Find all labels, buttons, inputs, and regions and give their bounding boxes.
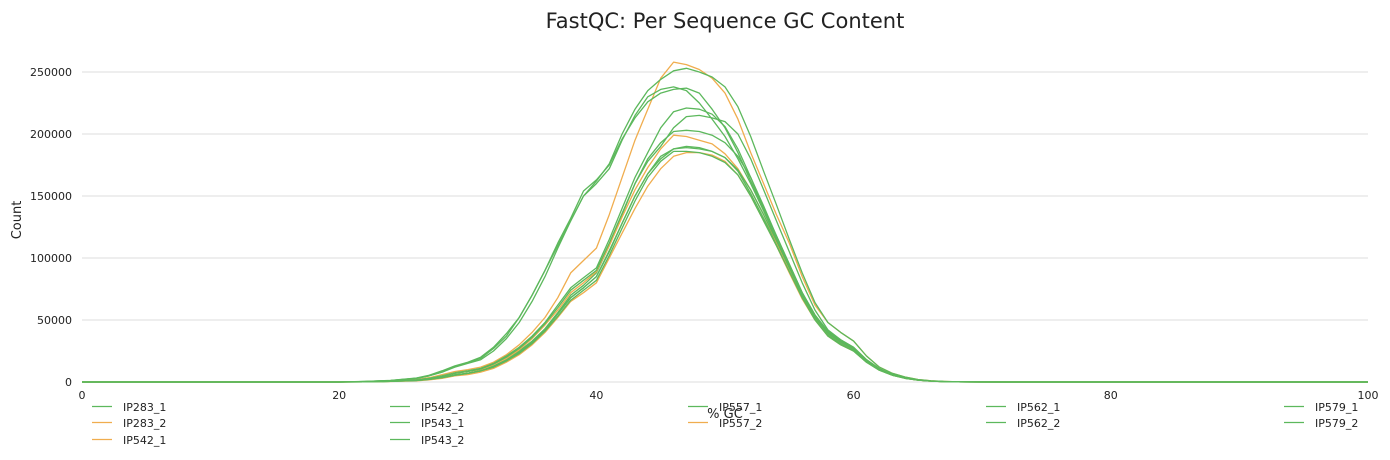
x-tick-label: 80 [1104,389,1118,402]
legend-item[interactable]: IP542_2 [390,401,464,414]
x-axis-label: % GC [707,407,743,422]
series-lines [82,61,1368,383]
x-tick-label: 60 [847,389,861,402]
x-axis-ticks: 0 20 40 60 80 100 [79,389,1379,402]
legend-label: IP557_1 [719,401,762,414]
legend-label: IP283_1 [123,401,166,414]
y-tick-label: 0 [65,376,72,389]
legend-label: IP579_2 [1315,417,1358,430]
x-tick-label: 20 [332,389,346,402]
y-axis-label: Count [10,201,25,240]
y-tick-label: 250000 [30,66,72,79]
y-tick-label: 100000 [30,252,72,265]
legend-label: IP562_1 [1017,401,1060,414]
series-line-ip579-1 [82,150,1368,383]
chart-title: FastQC: Per Sequence GC Content [546,9,905,33]
y-axis-ticks: 0 50000 100000 150000 200000 250000 [30,66,72,389]
x-tick-label: 0 [79,389,86,402]
y-tick-label: 150000 [30,190,72,203]
legend-label: IP283_2 [123,417,166,430]
series-line-ip557-1 [82,107,1368,383]
legend-item[interactable]: IP283_2 [92,417,166,430]
legend-label: IP543_1 [421,417,464,430]
legend-item[interactable]: IP557_1 [688,401,762,414]
legend-label: IP543_2 [421,434,464,447]
series-line-ip543-2 [82,87,1368,383]
legend-item[interactable]: IP283_1 [92,401,166,414]
legend-item[interactable]: IP579_2 [1284,417,1358,430]
legend: IP283_1 IP283_2 IP542_1 IP542_2 IP543_1 IP543… [92,401,1358,447]
series-line-ip283-2 [82,61,1368,383]
gridlines [82,71,1368,383]
x-tick-label: 40 [589,389,603,402]
legend-label: IP557_2 [719,417,762,430]
legend-item[interactable]: IP542_1 [92,434,166,447]
series-line-ip562-2 [82,129,1368,383]
y-tick-label: 200000 [30,128,72,141]
legend-item[interactable]: IP562_2 [986,417,1060,430]
legend-item[interactable]: IP562_1 [986,401,1060,414]
series-line-ip542-1 [82,151,1368,383]
series-line-ip542-2 [82,145,1368,383]
y-tick-label: 50000 [37,314,72,327]
series-line-ip562-1 [82,146,1368,383]
legend-label: IP542_2 [421,401,464,414]
series-line-ip543-1 [82,86,1368,383]
legend-item[interactable]: IP579_1 [1284,401,1358,414]
series-line-ip283-1 [82,114,1368,383]
series-line-ip579-2 [82,67,1368,383]
series-line-ip557-2 [82,134,1368,383]
legend-label: IP562_2 [1017,417,1060,430]
legend-item[interactable]: IP543_2 [390,434,464,447]
x-tick-label: 100 [1358,389,1379,402]
legend-label: IP579_1 [1315,401,1358,414]
legend-label: IP542_1 [123,434,166,447]
legend-item[interactable]: IP543_1 [390,417,464,430]
legend-item[interactable]: IP557_2 [688,417,762,430]
